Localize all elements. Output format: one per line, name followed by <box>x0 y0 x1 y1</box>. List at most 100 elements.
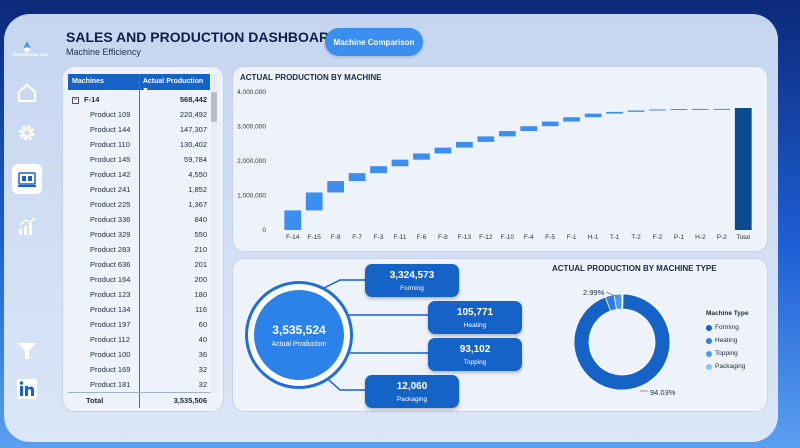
waterfall-bar[interactable] <box>370 166 387 174</box>
table-row[interactable]: Product 110 130,402 <box>68 137 210 152</box>
legend-item[interactable]: Heating <box>706 334 749 347</box>
table-body: − F-14 568,442 Product 109 220,492 Product … <box>68 92 210 392</box>
waterfall-bar[interactable] <box>434 147 452 154</box>
forming-card: 3,324,573 Forming <box>365 264 459 297</box>
waterfall-bar[interactable] <box>563 117 581 122</box>
table-row[interactable]: Product 283 210 <box>68 242 210 257</box>
nav-sales[interactable] <box>12 212 42 242</box>
x-tick-label: F-11 <box>394 234 407 241</box>
waterfall-bar[interactable] <box>713 108 731 110</box>
table-row[interactable]: Product 164 200 <box>68 272 210 287</box>
nav-home[interactable] <box>12 78 42 108</box>
table-group-row[interactable]: − F-14 568,442 <box>68 92 210 107</box>
x-tick-label: P-2 <box>717 234 728 241</box>
table-row[interactable]: Product 169 32 <box>68 362 210 377</box>
nav-filter[interactable] <box>12 336 42 366</box>
waterfall-bar[interactable] <box>734 108 752 230</box>
product-name: Product 241 <box>90 185 131 194</box>
x-tick-label: F-4 <box>524 234 534 241</box>
total-production-label: Actual Production <box>271 340 327 348</box>
nav-settings[interactable] <box>12 118 42 148</box>
table-row[interactable]: Product 329 550 <box>68 227 210 242</box>
topping-card: 93,102 Topping <box>428 338 522 371</box>
table-row[interactable]: Product 142 4,550 <box>68 167 210 182</box>
y-tick-label: 3,000,000 <box>237 124 266 131</box>
waterfall-bar[interactable] <box>327 181 345 193</box>
page-title: SALES AND PRODUCTION DASHBOARD <box>66 29 340 45</box>
linkedin-icon <box>17 379 37 399</box>
waterfall-bar[interactable] <box>391 159 409 167</box>
waterfall-bar[interactable] <box>498 131 516 137</box>
table-row[interactable]: Product 100 36 <box>68 347 210 362</box>
header-actual-production[interactable]: Actual Production ▼ <box>140 74 210 94</box>
waterfall-bar[interactable] <box>305 192 323 211</box>
waterfall-bar[interactable] <box>455 141 473 148</box>
legend-item[interactable]: Packaging <box>706 360 749 373</box>
table-row[interactable]: Product 109 220,492 <box>68 107 210 122</box>
nav-linkedin[interactable] <box>12 374 42 404</box>
table-scrollbar[interactable] <box>211 74 217 394</box>
x-tick-label: F-9 <box>331 234 341 241</box>
machine-comparison-button[interactable]: Machine Comparison <box>325 28 423 56</box>
product-value: 210 <box>194 245 207 254</box>
waterfall-bar[interactable] <box>413 153 430 160</box>
gear-icon <box>19 125 35 141</box>
header-machines[interactable]: Machines <box>72 78 104 85</box>
donut-slice[interactable] <box>573 293 671 391</box>
product-name: Product 112 <box>90 335 130 344</box>
waterfall-bar[interactable] <box>691 108 709 110</box>
packaging-value: 12,060 <box>396 380 428 392</box>
heating-card: 105,771 Heating <box>428 301 522 334</box>
legend-dot-icon <box>706 324 712 331</box>
topping-label: Topping <box>463 358 487 366</box>
machine-icon <box>18 172 36 187</box>
table-row[interactable]: Product 225 1,367 <box>68 197 210 212</box>
product-value: 116 <box>195 305 207 314</box>
waterfall-chart[interactable]: 0 1,000,000 2,000,000 3,000,000 4,000,000 F-1… <box>232 82 768 244</box>
product-value: 180 <box>194 290 207 299</box>
x-tick-label: F-3 <box>374 234 384 241</box>
table-row[interactable]: Product 145 59,784 <box>68 152 210 167</box>
waterfall-bar[interactable] <box>670 109 688 111</box>
nav-machine[interactable] <box>12 164 42 194</box>
waterfall-bar[interactable] <box>348 173 366 182</box>
waterfall-bar[interactable] <box>520 126 538 132</box>
waterfall-bar[interactable] <box>477 136 495 142</box>
waterfall-bar[interactable] <box>284 210 302 230</box>
table-row[interactable]: Product 336 840 <box>68 212 210 227</box>
donut-chart[interactable] <box>570 280 700 400</box>
x-tick-label: F-12 <box>479 234 493 241</box>
x-tick-label: T-1 <box>610 234 620 241</box>
waterfall-chart-panel <box>232 66 768 252</box>
table-row[interactable]: Product 197 60 <box>68 317 210 332</box>
donut-slice[interactable] <box>621 293 624 310</box>
donut-chart-title: ACTUAL PRODUCTION BY MACHINE TYPE <box>552 264 717 273</box>
product-value: 550 <box>194 230 207 239</box>
waterfall-bar[interactable] <box>541 121 559 127</box>
product-value: 1,852 <box>188 185 207 194</box>
table-row[interactable]: Product 134 116 <box>68 302 210 317</box>
table-row[interactable]: Product 112 40 <box>68 332 210 347</box>
waterfall-bar[interactable] <box>627 110 645 112</box>
waterfall-bar[interactable] <box>649 109 666 111</box>
x-tick-label: F-8 <box>438 234 448 241</box>
waterfall-bar[interactable] <box>584 113 602 118</box>
legend-item[interactable]: Topping <box>706 347 749 360</box>
table-row[interactable]: Product 241 1,852 <box>68 182 210 197</box>
table-row[interactable]: Product 123 180 <box>68 287 210 302</box>
table-scrollbar-thumb[interactable] <box>211 92 217 122</box>
topping-value: 93,102 <box>459 343 491 355</box>
legend-item[interactable]: Forming <box>706 321 749 334</box>
table-row[interactable]: Product 144 147,307 <box>68 122 210 137</box>
waterfall-bar[interactable] <box>606 111 623 114</box>
table-row[interactable]: Product 636 201 <box>68 257 210 272</box>
x-tick-label: F-6 <box>417 234 427 241</box>
legend-label: Forming <box>715 324 739 331</box>
collapse-icon[interactable]: − <box>72 96 79 104</box>
legend-label: Heating <box>715 337 738 344</box>
table-row[interactable]: Product 181 32 <box>68 377 210 392</box>
forming-label: Forming <box>400 284 424 292</box>
product-value: 40 <box>198 335 207 344</box>
product-name: Product 142 <box>90 170 131 179</box>
